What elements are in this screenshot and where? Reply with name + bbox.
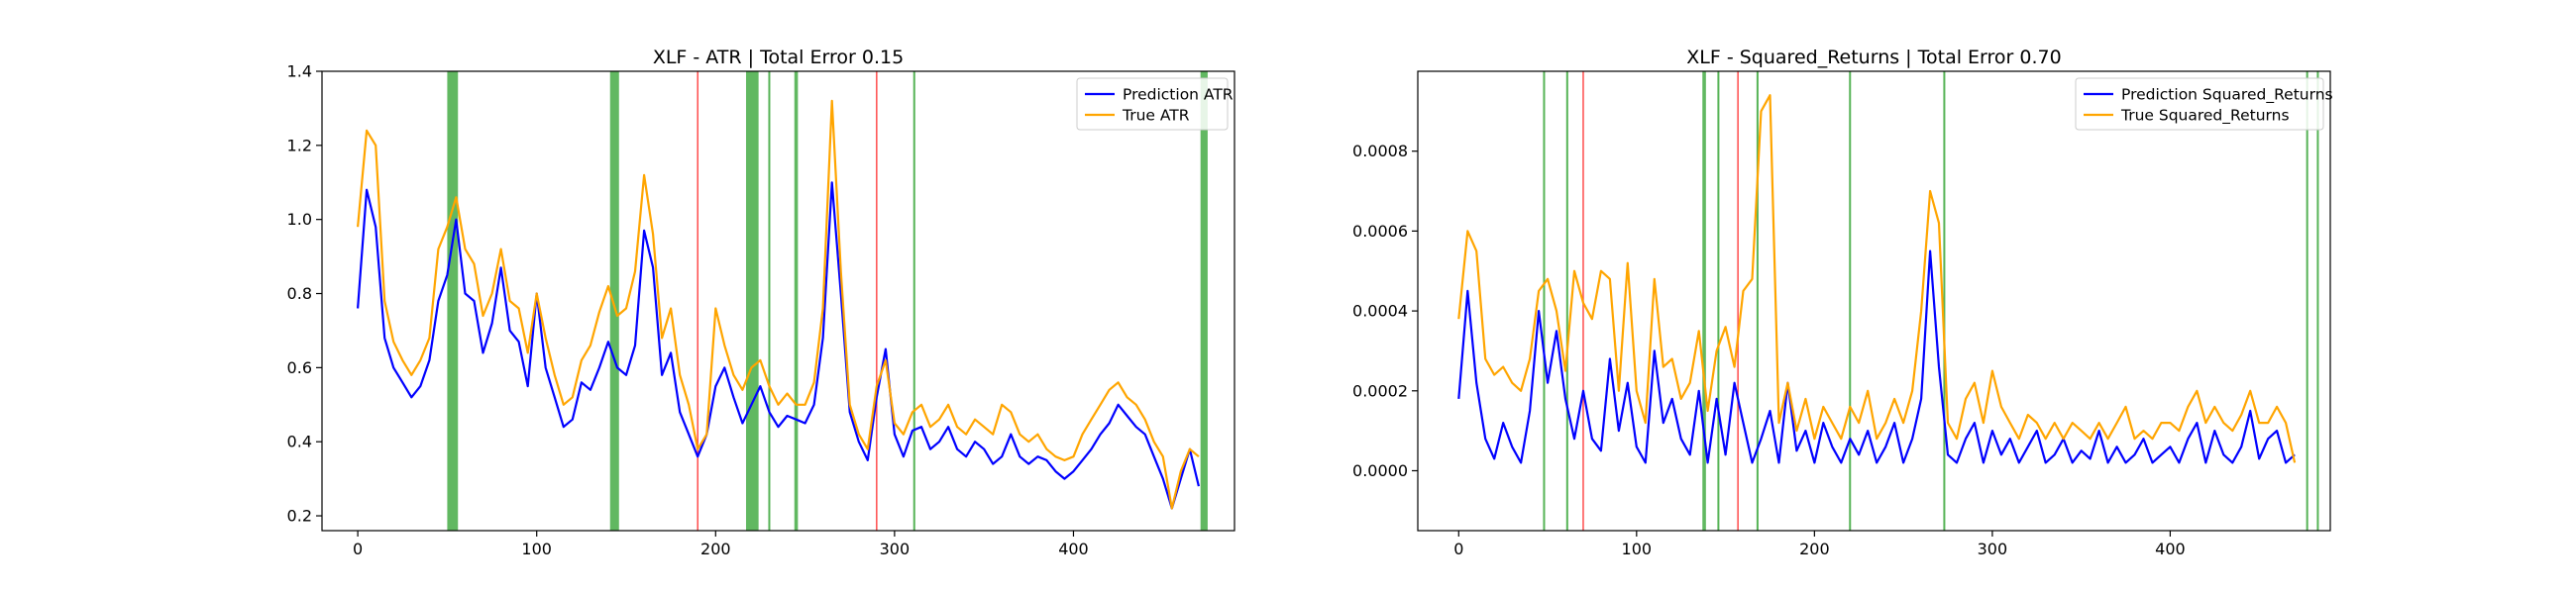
y-tick-label: 0.0004 (1352, 302, 1408, 321)
x-tick-label: 100 (521, 540, 552, 558)
plot-area (1457, 71, 2319, 531)
y-tick-label: 0.4 (287, 433, 312, 451)
green-band (794, 71, 799, 531)
y-tick-label: 0.8 (287, 284, 312, 303)
chart-panel-1: 0 100 200 300 400 0.2 0.4 0.6 0.8 1.0 1.2 1.4 XLF - … (287, 47, 1235, 558)
legend-label: Prediction Squared_Returns (2121, 86, 2333, 105)
x-tick-label: 400 (1058, 540, 1089, 558)
y-tick-label: 1.0 (287, 210, 312, 229)
legend: Prediction ATR True ATR (1076, 77, 1234, 131)
x-tick-label: 200 (1799, 540, 1830, 558)
x-tick-label: 300 (880, 540, 911, 558)
legend: Prediction Squared_Returns True Squared_R… (2075, 77, 2333, 131)
green-band (1200, 71, 1208, 531)
x-tick-label: 0 (1453, 540, 1463, 558)
y-tick-label: 0.0000 (1352, 461, 1408, 480)
chart-title: XLF - Squared_Returns | Total Error 0.70 (1686, 47, 2061, 68)
legend-box (2075, 77, 2324, 131)
series-line-true (357, 99, 1200, 510)
chart-title: XLF - ATR | Total Error 0.15 (653, 47, 904, 68)
y-tick-label: 0.0006 (1352, 222, 1408, 241)
series-line-prediction (1457, 249, 2296, 464)
y-tick-label: 1.4 (287, 62, 312, 81)
green-band (609, 71, 619, 531)
y-tick-label: 1.2 (287, 136, 312, 154)
legend-label: True Squared_Returns (2120, 107, 2290, 126)
series-line-true (1457, 94, 2297, 463)
y-tick-label: 0.2 (287, 507, 312, 526)
green-band (745, 71, 759, 531)
series-line-prediction (357, 181, 1200, 510)
plot-frame (321, 70, 1235, 532)
x-tick-label: 200 (700, 540, 731, 558)
x-tick-label: 100 (1622, 540, 1653, 558)
x-tick-label: 0 (353, 540, 363, 558)
legend-label: Prediction ATR (1123, 86, 1234, 104)
y-tick-label: 0.6 (287, 358, 312, 377)
plot-area (357, 71, 1208, 531)
plot-frame (1417, 70, 2331, 532)
y-tick-label: 0.0002 (1352, 381, 1408, 400)
legend-label: True ATR (1122, 107, 1190, 125)
y-tick-label: 0.0008 (1352, 142, 1408, 160)
green-band (1702, 71, 1706, 531)
x-tick-label: 400 (2155, 540, 2186, 558)
chart-panel-2: 0 100 200 300 400 0.0000 0.0002 0.0004 0.0006 0.0… (1352, 47, 2333, 558)
green-band (447, 71, 459, 531)
x-tick-label: 300 (1978, 540, 2008, 558)
legend-box (1076, 77, 1229, 131)
